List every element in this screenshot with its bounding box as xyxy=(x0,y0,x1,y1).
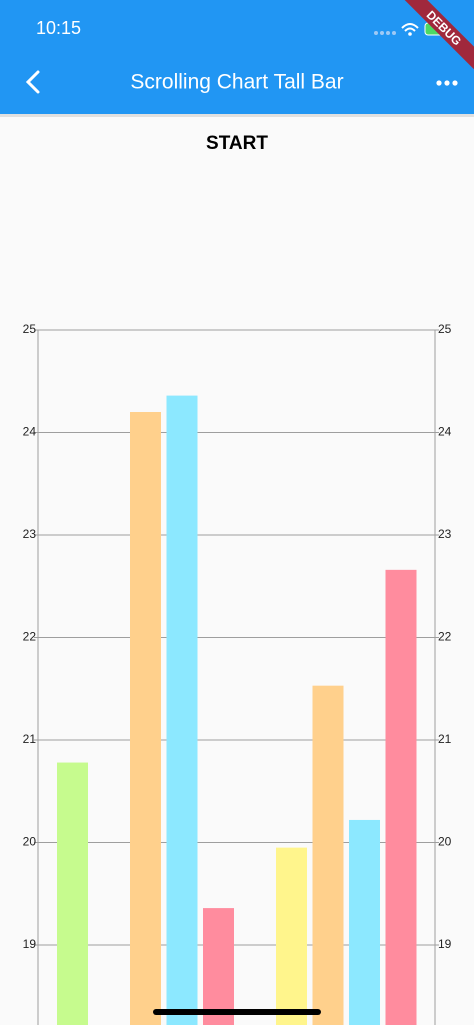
y-tick-label: 24 xyxy=(23,425,37,439)
chart-title: START xyxy=(206,133,268,154)
home-indicator xyxy=(153,1009,321,1015)
app-bar-shadow xyxy=(0,114,474,117)
bar xyxy=(166,395,198,1025)
y-tick-label: 25 xyxy=(23,322,37,336)
bar xyxy=(349,819,380,1025)
y2-tick-label: 24 xyxy=(438,425,452,439)
plot: 19 19 20 20 21 21 22 22 23 23 24 24 25 25 xyxy=(23,322,452,1025)
y-tick-label: 22 xyxy=(23,630,37,644)
y2-tick-label: 23 xyxy=(438,527,452,541)
status-time: 10:15 xyxy=(36,18,81,38)
back-button[interactable] xyxy=(25,70,40,94)
bar xyxy=(312,685,344,1025)
app-bar-background xyxy=(0,0,474,114)
y-tick-label: 20 xyxy=(23,835,37,849)
more-button[interactable] xyxy=(436,80,458,86)
y-tick-label: 21 xyxy=(23,732,37,746)
y2-tick-label: 19 xyxy=(438,937,452,951)
app-bar-title: Scrolling Chart Tall Bar xyxy=(130,71,343,94)
y2-tick-label: 20 xyxy=(438,835,452,849)
bar xyxy=(385,569,417,1025)
y-tick-label: 19 xyxy=(23,937,37,951)
bar xyxy=(203,908,234,1025)
bar xyxy=(276,847,307,1025)
bar xyxy=(57,762,88,1025)
y2-tick-label: 25 xyxy=(438,322,452,336)
y2-tick-label: 21 xyxy=(438,732,452,746)
y-tick-label: 23 xyxy=(23,527,37,541)
y2-tick-label: 22 xyxy=(438,630,452,644)
bar xyxy=(130,412,161,1025)
